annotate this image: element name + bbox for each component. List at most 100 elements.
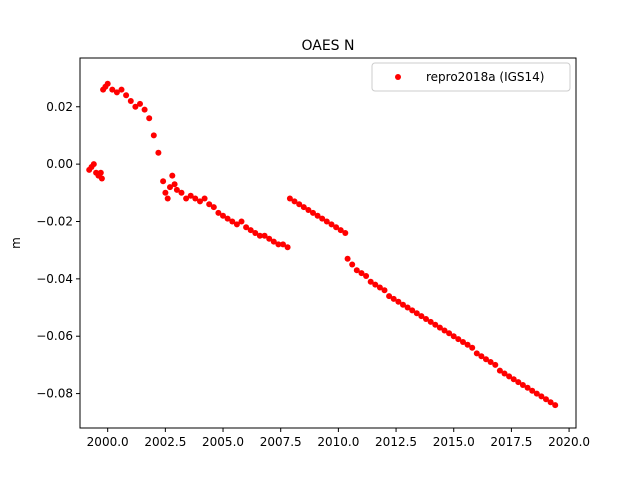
data-point	[310, 209, 316, 216]
data-point	[256, 232, 263, 239]
data-point	[450, 333, 457, 340]
data-point	[353, 267, 360, 274]
data-point	[395, 298, 402, 305]
data-point	[367, 278, 374, 285]
data-point	[206, 201, 213, 208]
data-point	[478, 353, 485, 360]
x-tick-label: 2002.5	[144, 435, 186, 449]
data-point	[155, 149, 162, 156]
data-point	[487, 359, 494, 365]
data-point	[376, 284, 383, 291]
data-point	[261, 232, 268, 239]
data-point	[286, 195, 293, 202]
data-point	[113, 89, 120, 96]
data-point	[344, 255, 351, 262]
x-tick-label: 2005.0	[202, 435, 244, 449]
x-tick-label: 2015.0	[433, 435, 475, 449]
data-point	[201, 195, 208, 202]
legend-box	[371, 62, 571, 92]
data-point	[515, 379, 522, 386]
data-point	[215, 209, 222, 216]
data-point	[386, 293, 393, 300]
data-point	[220, 212, 226, 219]
x-tick-label: 2017.5	[490, 435, 532, 449]
data-point	[183, 195, 190, 202]
data-point	[162, 189, 169, 196]
data-point	[314, 212, 321, 219]
data-point	[349, 261, 356, 268]
data-point	[506, 373, 513, 380]
data-point	[171, 181, 178, 188]
data-point	[533, 390, 540, 397]
data-point	[275, 241, 282, 248]
data-point	[418, 313, 425, 320]
data-point	[413, 310, 420, 317]
data-point	[169, 172, 176, 179]
data-point	[296, 201, 303, 208]
data-point	[98, 175, 105, 182]
data-point	[210, 204, 217, 211]
data-point	[284, 244, 291, 251]
data-point	[197, 198, 203, 205]
data-point	[300, 204, 307, 211]
data-point	[524, 384, 531, 391]
y-tick-label: −0.04	[36, 272, 73, 286]
legend-label: repro2018a (IGS14)	[426, 70, 544, 84]
data-point	[333, 224, 340, 231]
data-point	[270, 238, 277, 245]
x-axis: 2000.0 2002.5 2005.0 2007.5 2010.0 2012.5 2015…	[87, 428, 590, 449]
data-point	[492, 361, 499, 368]
y-tick-label: −0.06	[36, 329, 73, 343]
data-point	[146, 115, 153, 122]
y-tick-label: 0.00	[46, 157, 73, 171]
data-point	[496, 367, 503, 374]
data-point	[127, 98, 134, 104]
data-point	[164, 195, 171, 202]
data-point	[358, 270, 365, 277]
x-tick-label: 2007.5	[260, 435, 302, 449]
data-point	[436, 324, 443, 331]
data-point	[319, 215, 326, 222]
data-point	[460, 339, 466, 345]
data-point	[409, 307, 416, 314]
data-point	[427, 318, 434, 325]
data-point	[510, 376, 517, 383]
x-tick-label: 2010.0	[317, 435, 359, 449]
data-point	[305, 207, 312, 213]
data-points	[86, 80, 559, 409]
data-point	[291, 198, 298, 205]
chart-title: OAES N	[301, 38, 354, 54]
data-point	[109, 86, 116, 93]
data-point	[390, 295, 397, 302]
x-tick-label: 2012.5	[375, 435, 417, 449]
data-point	[187, 192, 194, 199]
data-point	[501, 370, 508, 377]
data-point	[224, 215, 231, 222]
data-point	[552, 402, 559, 409]
x-tick-label: 2000.0	[87, 435, 129, 449]
data-point	[229, 218, 236, 225]
data-point	[529, 387, 536, 394]
data-point	[90, 161, 97, 168]
data-point	[132, 103, 139, 110]
data-point	[381, 287, 388, 294]
data-point	[238, 218, 245, 225]
data-point	[247, 227, 254, 234]
data-point	[167, 184, 173, 191]
data-point	[233, 221, 240, 228]
data-point	[519, 382, 526, 388]
data-point	[547, 399, 554, 406]
y-tick-label: 0.02	[46, 100, 73, 114]
data-point	[464, 341, 471, 348]
data-point	[538, 393, 545, 400]
data-point	[266, 235, 273, 242]
data-point	[342, 230, 349, 236]
data-point	[432, 321, 439, 328]
data-point	[141, 106, 148, 113]
data-point	[473, 350, 480, 357]
data-point	[469, 344, 476, 351]
data-point	[483, 356, 489, 363]
data-point	[104, 80, 111, 87]
y-tick-label: −0.08	[36, 387, 73, 401]
